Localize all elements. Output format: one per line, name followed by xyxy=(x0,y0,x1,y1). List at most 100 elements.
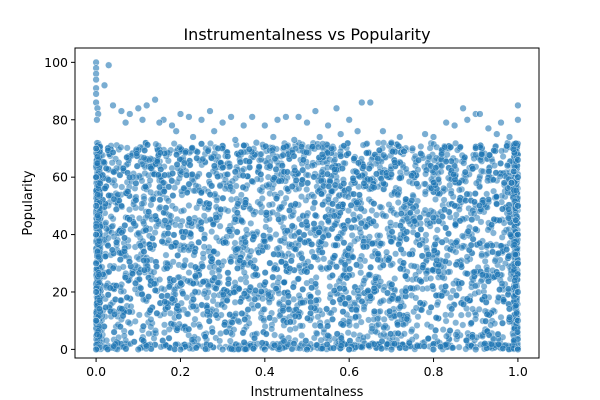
scatter-point xyxy=(248,113,256,121)
scatter-point xyxy=(206,107,214,115)
scatter-point xyxy=(514,317,522,325)
plot-frame xyxy=(74,47,540,359)
scatter-point xyxy=(105,61,113,69)
scatter-point xyxy=(290,136,298,144)
y-tick-label: 80 xyxy=(52,112,68,127)
scatter-point xyxy=(429,345,438,354)
chart-title: Instrumentalness vs Popularity xyxy=(183,25,430,44)
scatter-point xyxy=(303,118,311,127)
y-tick-label: 100 xyxy=(44,55,68,70)
scatter-point xyxy=(121,118,130,127)
scatter-point xyxy=(311,107,320,115)
scatter-point xyxy=(408,144,417,153)
scatter-point xyxy=(252,139,261,147)
scatter-point xyxy=(484,124,493,133)
x-tick-label: 0.0 xyxy=(86,364,106,379)
scatter-point xyxy=(514,101,522,110)
x-tick-label: 0.4 xyxy=(255,364,275,379)
scatter-point xyxy=(134,345,142,354)
scatter-point xyxy=(514,116,522,124)
scatter-point xyxy=(324,121,332,130)
scatter-point xyxy=(507,179,516,187)
scatter-point xyxy=(472,345,480,354)
scatter-point xyxy=(396,133,404,141)
scatter-point xyxy=(294,113,303,121)
scatter-point xyxy=(92,173,100,181)
scatter-point xyxy=(379,127,387,135)
scatter-point xyxy=(514,288,522,296)
scatter-point xyxy=(400,147,408,155)
scatter-point xyxy=(337,130,345,138)
scatter-point xyxy=(218,118,227,127)
scatter-point xyxy=(497,118,505,127)
y-axis-label: Popularity xyxy=(21,170,36,235)
scatter-point xyxy=(176,345,185,354)
x-tick-label: 0.6 xyxy=(339,364,359,379)
scatter-point xyxy=(387,139,396,147)
scatter-point xyxy=(240,121,248,130)
scatter-point xyxy=(421,130,429,138)
x-axis-ticks: 0.0 0.2 0.4 0.6 0.8 1.0 xyxy=(86,358,528,379)
scatter-point xyxy=(463,116,471,124)
scatter-point xyxy=(514,202,522,210)
scatter-point xyxy=(92,317,100,325)
scatter-point xyxy=(138,116,147,124)
scatter-point xyxy=(261,345,269,354)
scatter-point xyxy=(514,259,522,267)
scatter-point xyxy=(93,116,101,124)
scatter-point xyxy=(172,127,180,135)
scatter-point xyxy=(218,345,227,354)
scatter-point xyxy=(155,118,164,127)
scatter-point xyxy=(503,162,512,170)
scatter-point xyxy=(387,345,396,354)
y-tick-label: 60 xyxy=(52,170,68,185)
scatter-point xyxy=(273,116,282,124)
scatter-point xyxy=(117,107,126,115)
scatter-point xyxy=(185,113,193,121)
scatter-point xyxy=(282,113,290,121)
scatter-point xyxy=(261,121,269,130)
points-layer xyxy=(92,58,522,354)
scatter-point xyxy=(493,130,501,138)
scatter-point xyxy=(92,90,100,98)
scatter-point xyxy=(459,104,467,112)
scatter-point xyxy=(510,167,518,176)
scatter-point xyxy=(358,98,366,107)
scatter-point xyxy=(345,116,353,124)
scatter-point xyxy=(227,113,235,121)
y-tick-label: 0 xyxy=(60,342,68,357)
scatter-point xyxy=(92,75,100,84)
scatter-point xyxy=(514,156,522,164)
scatter-point xyxy=(210,127,218,135)
x-tick-label: 0.2 xyxy=(171,364,191,379)
scatter-point xyxy=(514,230,522,239)
scatter-point xyxy=(332,104,341,112)
scatter-point xyxy=(505,133,514,141)
scatter-point xyxy=(92,288,100,296)
scatter-point xyxy=(151,96,159,104)
x-tick-label: 0.8 xyxy=(424,364,444,379)
scatter-point xyxy=(126,110,134,118)
scatter-point xyxy=(143,101,151,110)
scatter-point xyxy=(269,133,277,141)
scatter-point xyxy=(476,110,484,118)
scatter-point xyxy=(429,133,438,141)
y-tick-label: 40 xyxy=(52,227,68,242)
scatter-point xyxy=(514,345,522,354)
y-axis-ticks: 0 20 40 60 80 100 xyxy=(44,55,75,357)
scatter-point xyxy=(197,116,206,124)
scatter-point xyxy=(353,127,362,135)
scatter-point xyxy=(92,259,100,267)
x-axis-label: Instrumentalness xyxy=(251,385,364,400)
x-tick-label: 1.0 xyxy=(508,364,528,379)
scatter-point xyxy=(176,110,185,118)
scatter-point xyxy=(92,345,100,354)
scatter-point xyxy=(134,104,142,112)
scatter-point xyxy=(450,121,459,130)
scatter-point xyxy=(231,136,239,144)
scatter-point xyxy=(514,173,522,181)
scatter-point xyxy=(189,133,197,141)
scatter-point xyxy=(92,144,100,153)
scatter-point xyxy=(92,202,100,210)
